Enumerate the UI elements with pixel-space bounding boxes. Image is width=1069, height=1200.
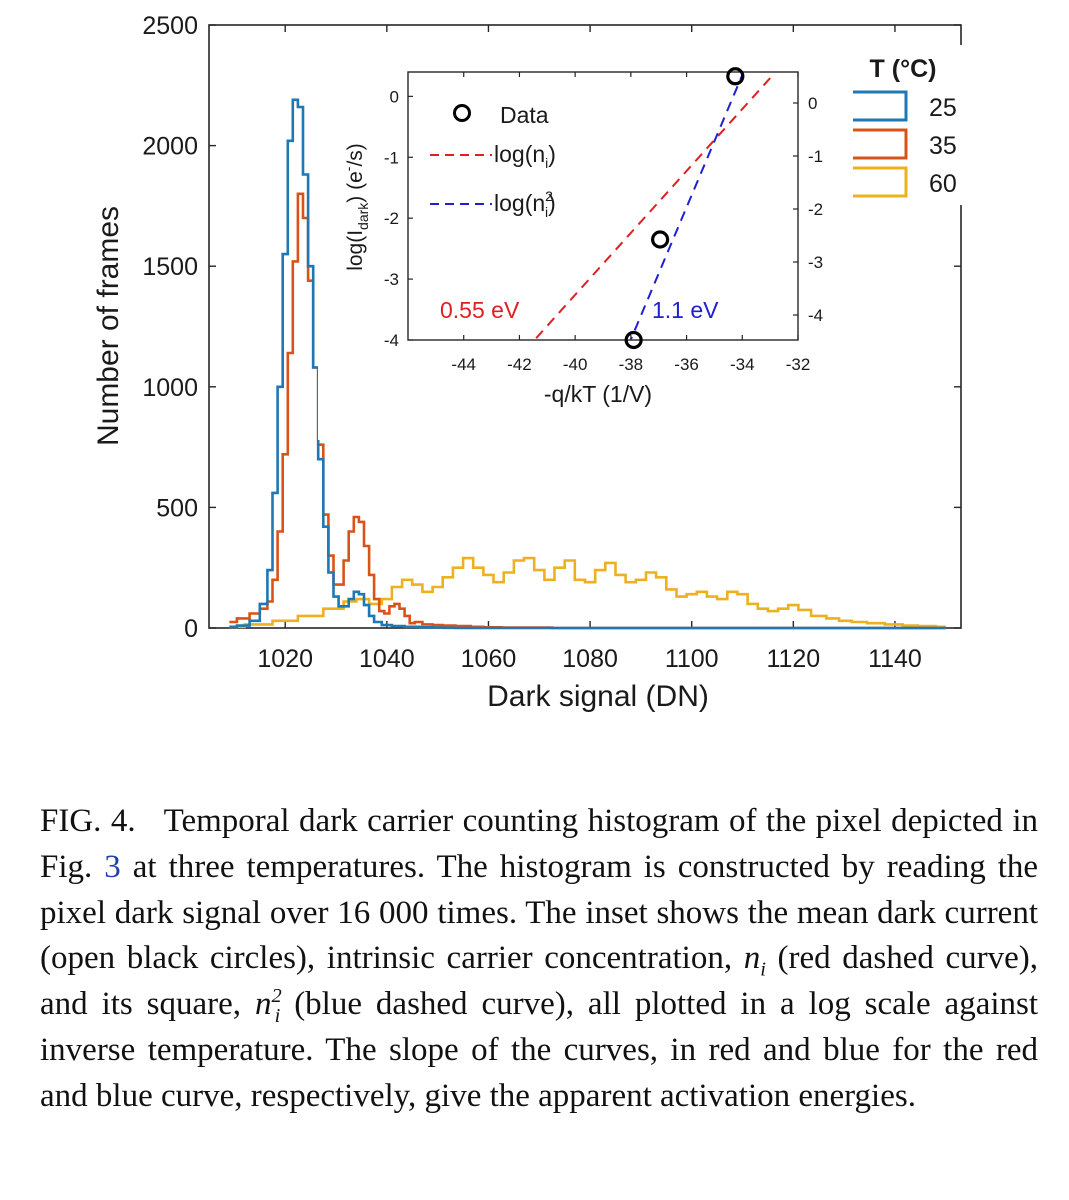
series-line-35 <box>229 192 946 630</box>
main-y-tick-label: 2500 <box>142 12 198 40</box>
legend-label-60: 60 <box>929 170 957 198</box>
inset-legend-ni-label: log(ni) <box>494 141 556 171</box>
inset-right-tick-label: -2 <box>808 200 823 219</box>
main-y-tick-label: 500 <box>156 494 198 522</box>
inset-legend-data-marker <box>453 104 471 122</box>
series-line-60 <box>229 556 946 629</box>
inset-x-tick-label: -42 <box>507 355 532 374</box>
inset-x-tick-label: -44 <box>451 355 476 374</box>
inset-right-tick-label: 0 <box>808 94 817 113</box>
legend-title: T (°C) <box>870 55 937 83</box>
caption-text-1: Temporal dark carrier counting histogram… <box>40 803 1038 885</box>
series-line-25 <box>229 98 946 630</box>
inset-data-point <box>624 330 643 350</box>
main-y-axis-label: Number of frames <box>92 206 125 446</box>
inset-right-tick-label: -4 <box>808 306 823 325</box>
legend-label-25: 25 <box>929 94 957 122</box>
inset-x-tick-label: -36 <box>674 355 699 374</box>
caption-text-3: (red dashed curve), and its square, <box>40 940 1039 1023</box>
inset-x-axis-label: -q/kT (1/V) <box>544 381 652 407</box>
caption-figure-label: FIG. 4. <box>40 803 136 839</box>
main-y-tick-label: 1000 <box>142 374 198 402</box>
inset-series-line <box>535 77 771 339</box>
main-x-tick-label: 1040 <box>359 645 415 673</box>
inset-lines <box>535 74 771 340</box>
inset-right-tick-label: -1 <box>808 147 823 166</box>
inset-legend: Data log(ni) log(n2 i) <box>430 102 556 220</box>
inset-y-tick-label: -4 <box>384 331 399 350</box>
inset-y-tick-label: -1 <box>384 148 399 167</box>
main-y-tick-label: 2000 <box>142 133 198 161</box>
inset-frame <box>407 71 799 341</box>
inset-legend-ni2-label: log(n2 i) <box>494 188 556 220</box>
inset-plot: -44 -42 -40 -38 -36 -34 -320-1-2-3-40-1-2-3-4 … <box>318 48 853 440</box>
inset-series-line <box>629 74 744 340</box>
main-x-tick-label: 1120 <box>766 645 820 673</box>
main-plot-series <box>229 98 946 630</box>
inset-data-point <box>726 67 745 86</box>
figure-caption: FIG. 4. Temporal dark carrier counting hi… <box>40 799 1038 1120</box>
inset-y-tick-label: -2 <box>384 209 399 228</box>
main-x-axis-label: Dark signal (DN) <box>487 680 709 713</box>
main-plot-ticks: 1020 1040 1060 1080 1100 1120 1140 0 500 1000 1500… <box>142 12 961 673</box>
caption-figure-reference[interactable]: 3 <box>104 848 121 885</box>
inset-y-tick-label: -3 <box>384 270 399 289</box>
caption-text-2: at three temperatures. The histogram is … <box>40 848 1039 977</box>
main-x-tick-label: 1020 <box>257 645 313 673</box>
inset-y-axis-label: log(Idark) (e-/s) <box>340 143 371 271</box>
inset-series <box>535 67 771 350</box>
inset-annotation-red: 0.55 eV <box>440 297 520 323</box>
main-x-tick-label: 1080 <box>562 645 618 673</box>
inset-right-tick-label: -3 <box>808 253 823 272</box>
inset-x-tick-label: -34 <box>730 355 755 374</box>
main-x-tick-label: 1060 <box>461 645 517 673</box>
inset-ticks: -44 -42 -40 -38 -36 -34 -320-1-2-3-40-1-2-3-4 <box>384 72 823 374</box>
inset-annotation-blue: 1.1 eV <box>652 297 719 323</box>
inset-data-point <box>651 230 670 249</box>
main-x-tick-label: 1100 <box>665 645 719 673</box>
caption-var-ni: ni <box>743 940 766 981</box>
inset-y-tick-label: 0 <box>390 87 399 106</box>
inset-x-tick-label: -32 <box>786 355 811 374</box>
figure-canvas: 1020 1040 1060 1080 1100 1120 1140 0 500 1000 1500… <box>92 12 962 713</box>
inset-x-tick-label: -40 <box>563 355 588 374</box>
main-x-tick-label: 1140 <box>868 645 922 673</box>
main-y-tick-label: 1500 <box>142 253 198 281</box>
inset-legend-data-label: Data <box>500 102 549 128</box>
caption-var-ni2: n2i <box>255 985 282 1027</box>
caption-text-4: (blue dashed curve), all plotted in a lo… <box>40 986 1039 1114</box>
main-y-tick-label: 0 <box>184 615 198 643</box>
inset-x-tick-label: -38 <box>619 355 644 374</box>
legend-label-35: 35 <box>929 132 957 160</box>
